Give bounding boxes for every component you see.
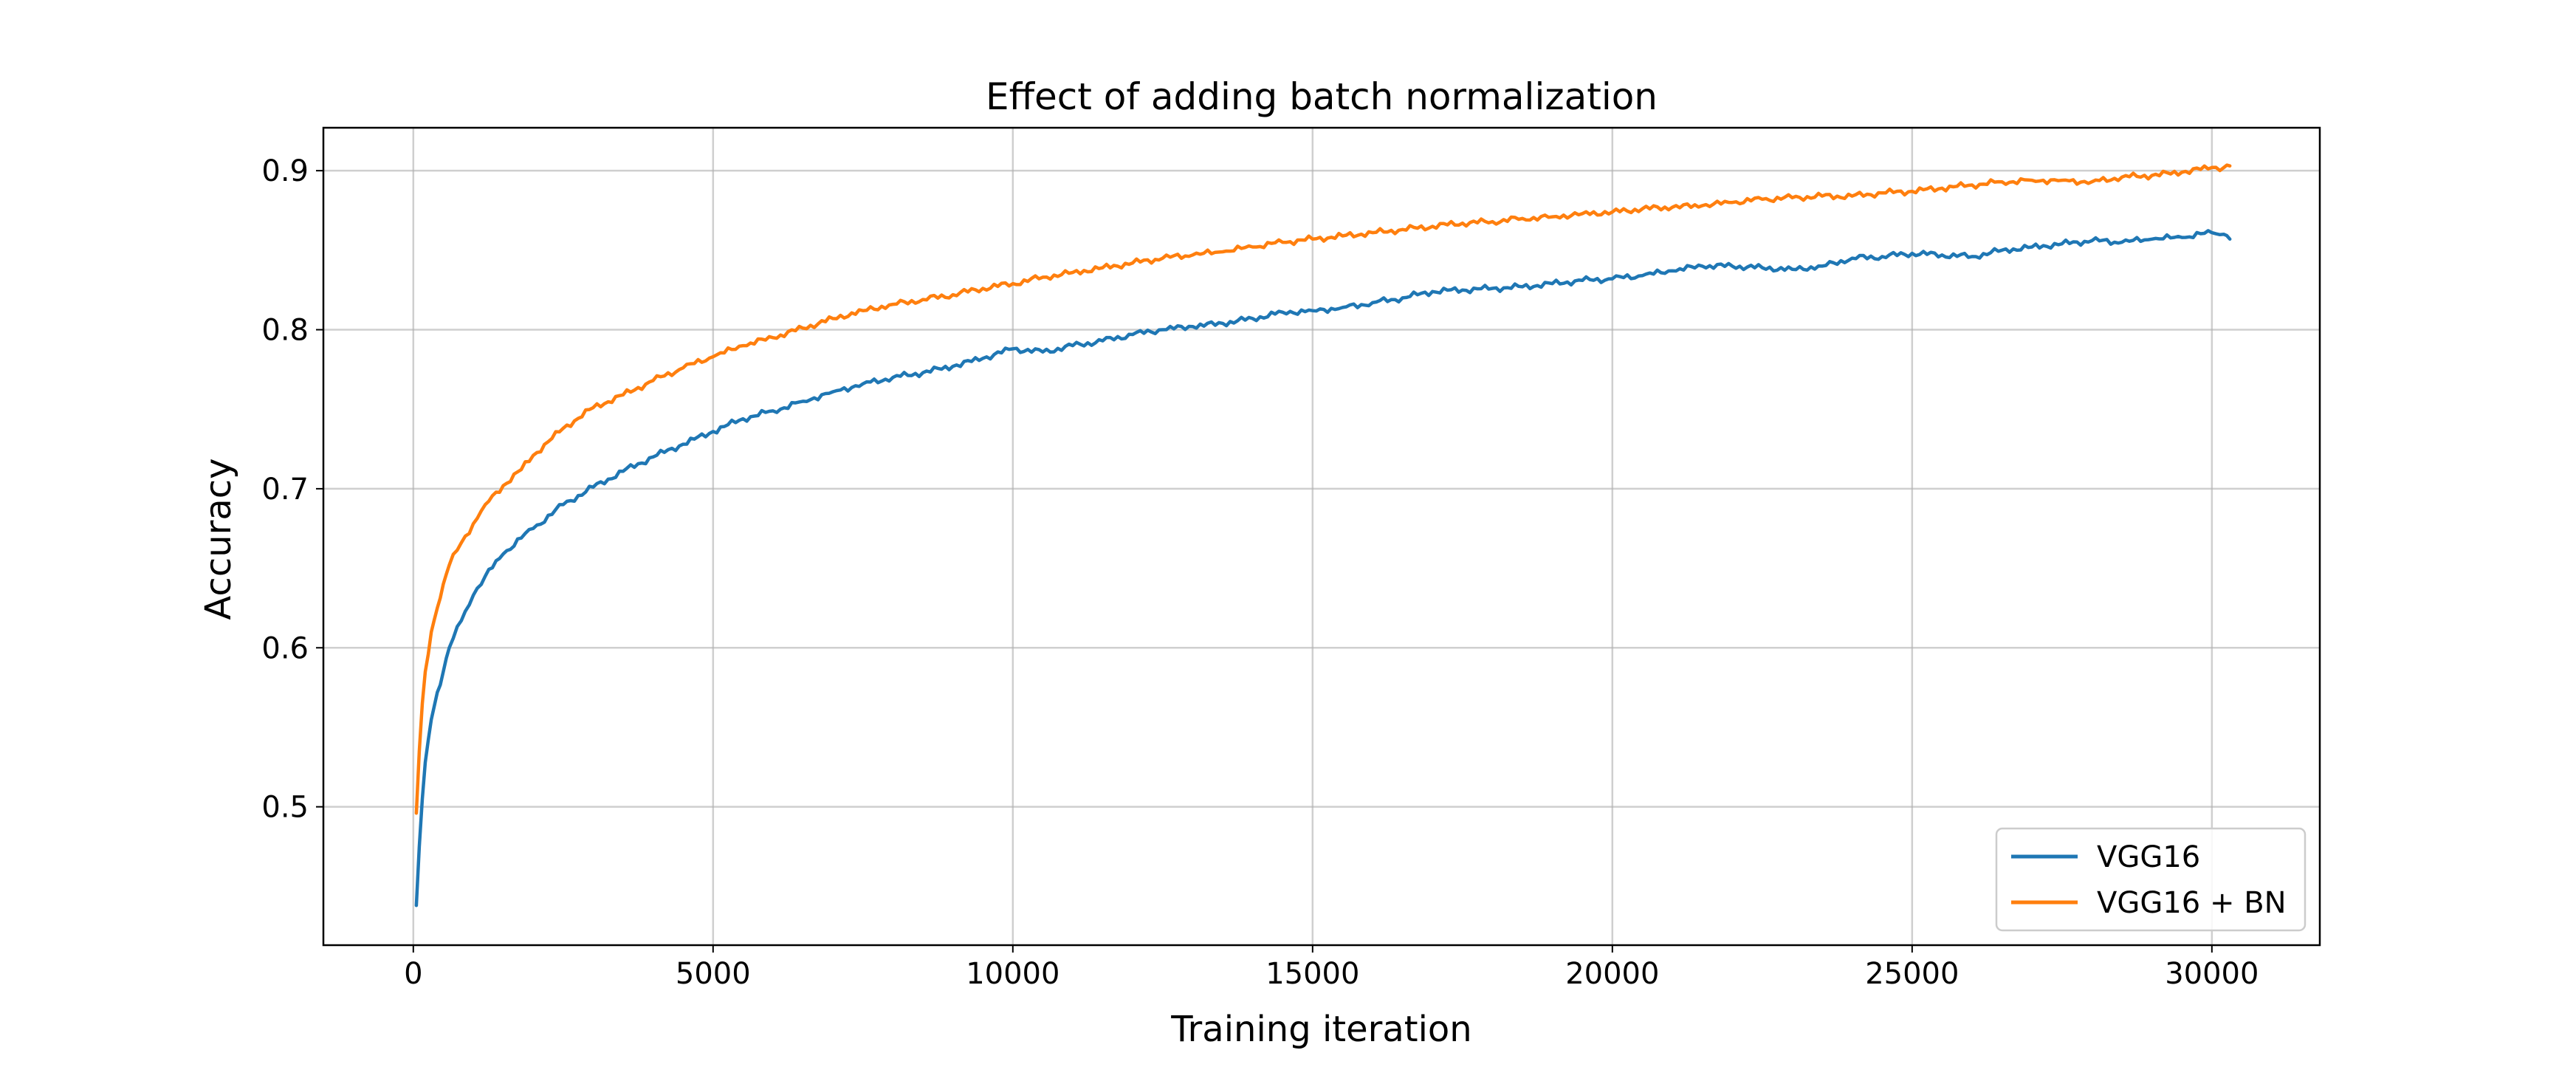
y-tick-label: 0.6	[261, 631, 309, 665]
y-tick-label: 0.5	[261, 791, 309, 825]
legend: VGG16 VGG16 + BN	[1995, 827, 2307, 932]
plot-frame	[322, 126, 2321, 947]
y-tick-label: 0.7	[261, 473, 309, 507]
x-tick-label: 5000	[676, 957, 751, 991]
series-line-vgg16-bn	[414, 163, 2232, 815]
x-tick-label: 0	[404, 957, 422, 991]
x-tick-label: 15000	[1265, 957, 1359, 991]
grid	[323, 128, 2320, 945]
x-tick-label: 20000	[1565, 957, 1659, 991]
series-line-vgg16	[414, 229, 2232, 908]
x-tick-label: 10000	[966, 957, 1059, 991]
plot-series	[414, 163, 2232, 908]
axis-ticks: 0 5000 10000 15000 20000 25000 30000 0.5 0.6 0.7 0…	[261, 154, 2259, 991]
chart-title: Effect of adding batch normalization	[986, 75, 1658, 118]
x-axis-label: Training iteration	[1170, 1009, 1471, 1050]
y-tick-label: 0.9	[261, 154, 309, 188]
legend-label-vgg16-bn: VGG16 + BN	[2097, 886, 2287, 920]
legend-label-vgg16: VGG16	[2097, 840, 2200, 874]
legend-box	[1995, 827, 2307, 932]
y-tick-label: 0.8	[261, 314, 309, 348]
x-tick-label: 30000	[2165, 957, 2259, 991]
y-axis-label: Accuracy	[198, 458, 239, 620]
x-tick-label: 25000	[1865, 957, 1959, 991]
